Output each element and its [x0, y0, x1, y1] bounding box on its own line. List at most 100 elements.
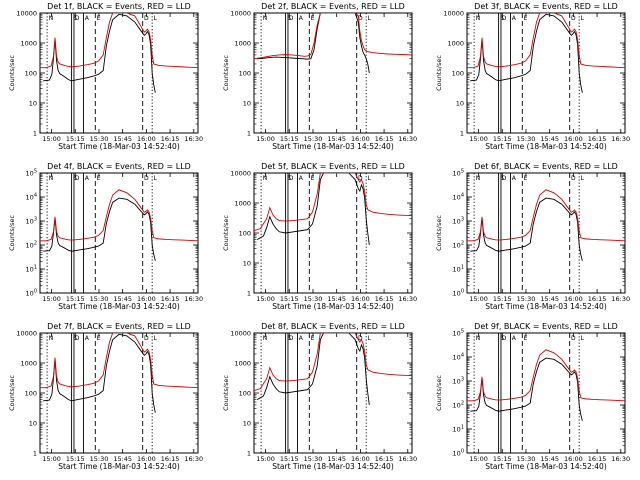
flag-letter: A	[299, 335, 304, 342]
series-group	[467, 349, 625, 421]
x-tick-label: 15:15	[66, 455, 85, 463]
x-axis-label: Start Time (18-Mar-03 14:52:40)	[485, 462, 607, 471]
y-tick-label: 105	[453, 169, 464, 178]
y-tick-label: 104	[26, 193, 37, 202]
y-tick-label: 100	[25, 70, 37, 78]
x-tick-label: 15:30	[517, 135, 536, 143]
x-tick-label: 15:15	[493, 135, 512, 143]
y-tick-label: 105	[26, 169, 37, 178]
flag-letter: D	[502, 175, 507, 182]
y-tick-label: 1000	[234, 200, 251, 208]
flag-letter: S	[500, 15, 504, 22]
lld-series-line	[254, 333, 412, 392]
x-tick-label: 15:30	[90, 135, 109, 143]
panel-title: Det 5f, BLACK = Events, RED = LLD	[261, 162, 405, 171]
y-tick-label: 1	[247, 450, 251, 458]
plot-frame	[39, 12, 199, 134]
y-tick-label: 105	[453, 329, 464, 338]
y-tick-label: 102	[453, 241, 464, 250]
events-series-line	[43, 197, 156, 261]
lld-series-line	[467, 13, 625, 69]
x-tick-label: 16:00	[351, 135, 370, 143]
y-axis-label: Counts/sec	[222, 375, 230, 411]
lld-series-line	[467, 349, 625, 402]
flag-letter: S	[287, 15, 291, 22]
series-group	[40, 189, 198, 261]
events-series-line	[470, 357, 583, 421]
flag-letter: A	[299, 175, 304, 182]
plot-frame	[253, 332, 413, 454]
flag-letter: E	[311, 15, 315, 22]
flag-letter: D	[144, 15, 149, 22]
y-tick-label: 1000	[234, 40, 251, 48]
flag-letter: N	[49, 15, 54, 22]
x-axis-label: Start Time (18-Mar-03 14:52:40)	[485, 142, 607, 151]
series-group	[40, 333, 198, 413]
flag-letter: N	[476, 335, 481, 342]
panel-title: Det 4f, BLACK = Events, RED = LLD	[47, 162, 191, 171]
y-tick-label: 102	[453, 401, 464, 410]
panel-title: Det 8f, BLACK = Events, RED = LLD	[261, 322, 405, 331]
x-tick-label: 15:45	[113, 455, 132, 463]
flag-letter: E	[97, 15, 101, 22]
x-tick-label: 16:30	[398, 295, 417, 303]
detector-panel-3: 15:00 15:15 15:30 15:45 16:00 16:15 16:30 Start…	[435, 2, 630, 151]
flag-letter: D	[144, 335, 149, 342]
y-axis-label: Counts/sec	[222, 55, 230, 91]
x-tick-label: 15:45	[327, 295, 346, 303]
flag-letter: D	[289, 175, 294, 182]
series-group	[40, 13, 198, 93]
flag-letter: D	[75, 175, 80, 182]
y-tick-label: 1	[460, 130, 464, 138]
y-axis-label: Counts/sec	[8, 55, 16, 91]
flag-letter: A	[85, 175, 90, 182]
y-axis-label: Counts/sec	[222, 215, 230, 251]
flag-letter: N	[263, 15, 268, 22]
y-tick-label: 1000	[447, 40, 464, 48]
flag-letter: N	[476, 175, 481, 182]
x-tick-label: 16:30	[611, 135, 630, 143]
plot-frame	[466, 332, 626, 454]
x-tick-label: 16:30	[398, 135, 417, 143]
x-tick-label: 15:30	[304, 455, 323, 463]
lld-series-line	[254, 13, 412, 60]
y-tick-label: 103	[453, 377, 464, 386]
flag-letter: S	[287, 175, 291, 182]
y-axis-label: Counts/sec	[8, 375, 16, 411]
flag-letter: D	[358, 15, 363, 22]
x-tick-label: 16:00	[351, 455, 370, 463]
flag-letter: D	[289, 15, 294, 22]
lld-series-line	[467, 189, 625, 242]
y-tick-label: 100	[239, 230, 251, 238]
x-axis-label: Start Time (18-Mar-03 14:52:40)	[272, 302, 394, 311]
x-tick-label: 15:15	[280, 455, 299, 463]
flag-letter: D	[358, 335, 363, 342]
y-tick-label: 1	[247, 130, 251, 138]
y-tick-label: 1	[33, 130, 37, 138]
x-tick-label: 15:00	[256, 295, 275, 303]
panel-title: Det 3f, BLACK = Events, RED = LLD	[474, 2, 618, 11]
x-tick-label: 16:30	[398, 455, 417, 463]
x-tick-label: 16:00	[351, 295, 370, 303]
x-tick-label: 16:15	[161, 455, 180, 463]
y-tick-label: 10	[29, 420, 37, 428]
panel-title: Det 2f, BLACK = Events, RED = LLD	[261, 2, 405, 11]
flag-letter: D	[358, 175, 363, 182]
flag-letter: E	[311, 175, 315, 182]
y-tick-label: 101	[453, 425, 464, 434]
events-series-line	[43, 333, 156, 413]
y-tick-label: 1000	[20, 40, 37, 48]
flag-letter: S	[500, 175, 504, 182]
flag-letter: N	[49, 175, 54, 182]
flag-letter: E	[97, 175, 101, 182]
x-tick-label: 15:00	[42, 295, 61, 303]
y-tick-label: 100	[452, 70, 464, 78]
y-tick-label: 1	[33, 450, 37, 458]
x-tick-label: 15:00	[256, 455, 275, 463]
lld-series-line	[40, 13, 198, 69]
x-tick-label: 15:30	[304, 135, 323, 143]
events-series-line	[256, 333, 370, 405]
x-tick-label: 15:15	[66, 135, 85, 143]
flag-letter: E	[524, 175, 528, 182]
flag-letter: D	[571, 335, 576, 342]
